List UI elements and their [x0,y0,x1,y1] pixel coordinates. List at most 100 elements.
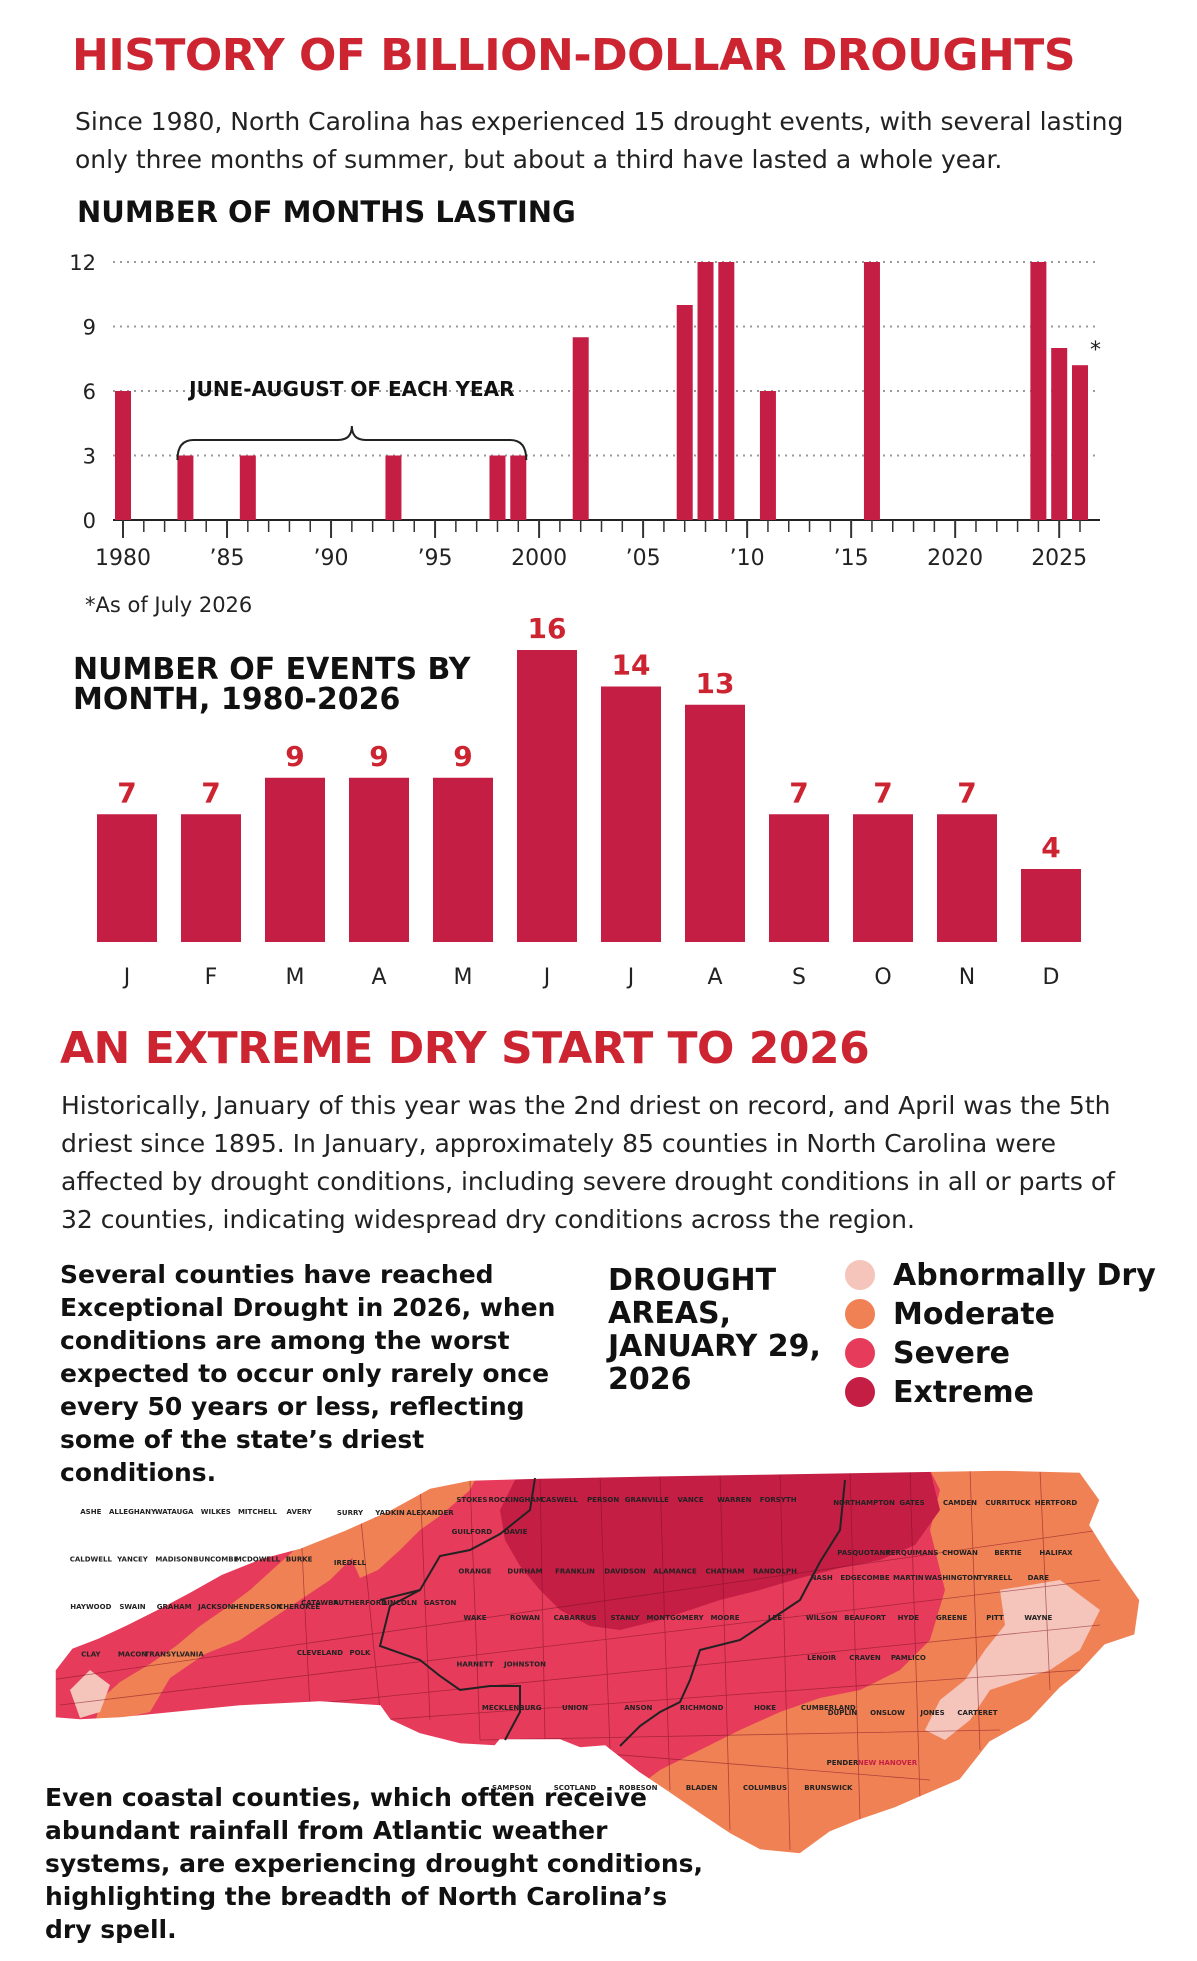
county-label: EDGECOMBE [840,1574,890,1582]
county-label: DAVIDSON [604,1567,646,1575]
county-label: MADISON [155,1555,193,1563]
county-label: HOKE [754,1704,776,1712]
county-label: WATAUGA [155,1508,194,1516]
bar-2024 [1030,262,1047,520]
county-label: WARREN [717,1496,751,1504]
month-value-label: 13 [696,667,735,700]
footnote: *As of July 2026 [85,593,252,617]
county-label: HAYWOOD [70,1603,111,1611]
county-label: PAMLICO [891,1654,926,1662]
y-tick-label: 3 [83,445,96,469]
month-tick-label: M [286,965,305,990]
county-label: MOORE [710,1614,739,1622]
county-label: JACKSON [197,1603,234,1611]
county-label: CRAVEN [849,1654,881,1662]
county-label: WAKE [463,1614,486,1622]
bar-1986 [239,455,256,520]
county-label: PITT [986,1614,1004,1622]
county-label: SWAIN [119,1603,145,1611]
county-label: MONTGOMERY [646,1614,704,1622]
bar-1998 [489,455,506,520]
county-label: LEE [768,1614,782,1622]
county-label: DURHAM [507,1567,542,1575]
bar-1980 [115,391,131,520]
abnormally-dry-zone-west [70,1670,110,1718]
x-tick-label: ’95 [418,546,453,571]
months-lasting-chart: 0 3 6 9 12 1980 ’85 ’90 ’95 2000 ’05 ’10 ’15 2020 2025… [69,251,1101,617]
county-label: YANCEY [116,1555,149,1563]
county-label: WILKES [201,1508,231,1516]
month-tick-label: J [542,965,551,990]
main-title: HISTORY OF BILLION-DOLLAR DROUGHTS [72,30,1076,81]
extreme-zone [500,1470,940,1630]
county-label: WILSON [806,1614,838,1622]
month-value-label: 16 [528,612,567,645]
month-bar-6 [517,650,577,942]
abnormally-dry-zone [925,1580,1100,1740]
county-label: MARTIN [893,1574,924,1582]
y-tick-label: 9 [83,316,96,340]
county-label: ROCKINGHAM [488,1496,542,1504]
bar-2008 [697,262,714,520]
x-tick-label: 2025 [1031,546,1087,571]
county-label: FRANKLIN [555,1567,595,1575]
month-tick-label: J [122,965,131,990]
month-bar-8 [685,704,745,942]
month-bar-10 [853,814,913,942]
month-value-label: 7 [117,776,136,809]
moderate-zone-west [95,1510,380,1725]
legend-swatch [845,1338,875,1368]
month-value-label: 9 [369,740,388,773]
county-label: CURRITUCK [985,1499,1031,1507]
county-label: AVERY [287,1508,313,1516]
legend-label: Extreme [893,1374,1034,1410]
monthly-chart-title: NUMBER OF EVENTS BY MONTH, 1980-2026 [73,652,471,717]
county-label: NORTHAMPTON [833,1499,895,1507]
county-label: CHEROKEE [278,1603,320,1611]
county-label: WASHINGTON [924,1574,979,1582]
legend-item-severe: Severe [845,1336,1010,1371]
bar-2025 [1051,348,1068,520]
events-by-month-chart: 7 J 7 F 9 M 9 A 9 M 16 J 14 J 13 A 7 S 7 O 7 N 4 D [97,612,1081,990]
county-label: ROWAN [510,1614,540,1622]
county-lines [55,1470,1101,1851]
county-label: HERTFORD [1035,1499,1078,1507]
x-tick-label: ’90 [314,546,349,571]
county-label: PENDER [827,1759,859,1767]
county-label: HALIFAX [1039,1549,1073,1557]
month-bar-1 [97,814,157,942]
county-label: TYRRELL [978,1574,1013,1582]
county-label: HENDERSON [233,1603,282,1611]
county-label: DAVIE [504,1528,528,1536]
county-label: BRUNSWICK [804,1784,853,1792]
county-label: ALEXANDER [406,1509,454,1517]
x-tick-label: ’05 [626,546,661,571]
y-tick-label: 12 [69,251,96,275]
county-label: CLEVELAND [297,1649,343,1657]
county-label: CLAY [81,1650,101,1658]
county-label: SCOTLAND [554,1784,597,1792]
x-tick-label: ’15 [834,546,869,571]
county-label: MITCHELL [238,1508,278,1516]
county-label: RICHMOND [680,1704,724,1712]
month-value-label: 7 [789,776,808,809]
county-label: GASTON [424,1599,457,1607]
month-tick-label: O [874,965,891,990]
county-label: COLUMBUS [743,1784,787,1792]
state-outline [54,1469,1141,1855]
exceptional-drought-note: Several counties have reached Exceptiona… [60,1260,556,1487]
months-chart-title: NUMBER OF MONTHS LASTING [77,195,576,229]
bar-2011 [759,391,776,520]
county-label: DARE [1028,1574,1050,1582]
legend-swatch [845,1299,875,1329]
county-label: BUNCOMBE [193,1555,238,1563]
month-bar-5 [433,777,493,942]
county-label: BERTIE [994,1549,1022,1557]
county-label: IREDELL [334,1559,367,1567]
month-bar-4 [349,777,409,942]
county-label: TRANSYLVANIA [145,1650,205,1658]
county-label: ONSLOW [870,1709,905,1717]
county-label: STOKES [456,1496,487,1504]
